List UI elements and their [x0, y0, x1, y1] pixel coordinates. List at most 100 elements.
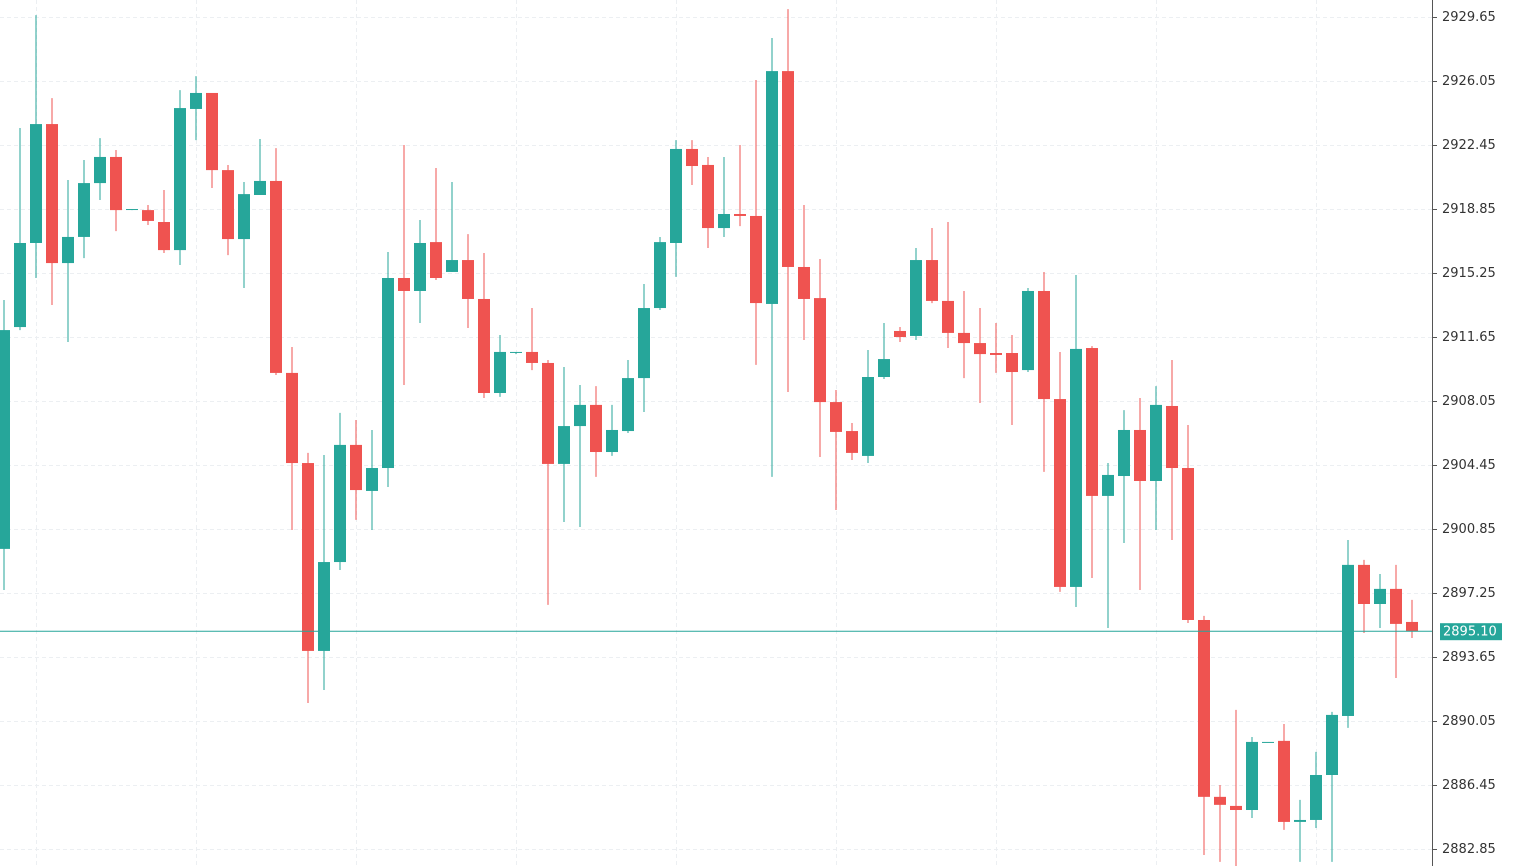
- y-tick-label: 2915.25: [1442, 266, 1496, 281]
- candle-body: [974, 343, 986, 355]
- candle-body: [238, 194, 250, 240]
- candle-body: [830, 402, 842, 432]
- candle-body: [894, 330, 906, 338]
- candle-body: [1006, 353, 1018, 373]
- y-tick-label: 2926.05: [1442, 74, 1496, 89]
- candle-body: [222, 170, 234, 240]
- candle-body: [430, 242, 442, 279]
- candle-body: [1342, 564, 1354, 716]
- y-tick-label: 2922.45: [1442, 138, 1496, 153]
- candle-body: [254, 180, 266, 195]
- candle-body: [334, 444, 346, 563]
- y-tick-label: 2882.85: [1442, 842, 1496, 857]
- candle-body: [206, 92, 218, 171]
- candle-body: [542, 362, 554, 464]
- y-tick-label: 2929.65: [1442, 10, 1496, 25]
- y-tick-label: 2911.65: [1442, 330, 1496, 345]
- y-tick-label: 2918.85: [1442, 202, 1496, 217]
- candle-body: [990, 353, 1002, 355]
- candle-body: [1406, 621, 1418, 632]
- candle-body: [526, 351, 538, 363]
- candle-body: [14, 242, 26, 328]
- candle-body: [926, 260, 938, 301]
- y-tick-label: 2904.45: [1442, 458, 1496, 473]
- candle-body: [1390, 588, 1402, 624]
- candle-body: [174, 108, 186, 251]
- candle-body: [30, 124, 42, 243]
- candle-body: [622, 378, 634, 432]
- candle-body: [462, 260, 474, 299]
- candle-body: [846, 431, 858, 453]
- candle-body: [1182, 468, 1194, 620]
- candle-body: [1102, 474, 1114, 496]
- candle-body: [1326, 714, 1338, 775]
- candle-body: [190, 92, 202, 109]
- candle-body: [366, 468, 378, 491]
- candle-body: [478, 298, 490, 394]
- candle-body: [686, 148, 698, 167]
- candle-body: [270, 180, 282, 373]
- candle-body: [750, 215, 762, 304]
- candle-body: [110, 156, 122, 211]
- candle-body: [1054, 399, 1066, 587]
- candle-body: [606, 429, 618, 453]
- last-price-label: 2895.10: [1443, 625, 1497, 640]
- candle-body: [1310, 774, 1322, 820]
- y-tick-label: 2897.25: [1442, 586, 1496, 601]
- candle-body: [942, 300, 954, 333]
- candle-body: [1134, 429, 1146, 481]
- candle-body: [1150, 404, 1162, 481]
- candle-body: [718, 214, 730, 229]
- y-tick-label: 2900.85: [1442, 522, 1496, 537]
- candle-body: [638, 308, 650, 379]
- candle-body: [1214, 796, 1226, 805]
- candle-body: [814, 298, 826, 403]
- candle-body: [1118, 429, 1130, 477]
- candle-body: [702, 164, 714, 229]
- candle-body: [446, 260, 458, 272]
- candle-body: [766, 71, 778, 304]
- candle-body: [1198, 619, 1210, 797]
- candle-body: [574, 404, 586, 427]
- candle-body: [878, 359, 890, 378]
- candle-body: [318, 562, 330, 651]
- candle-body: [1246, 741, 1258, 811]
- y-tick-label: 2908.05: [1442, 394, 1496, 409]
- candle-body: [1166, 405, 1178, 469]
- y-tick-label: 2890.05: [1442, 714, 1496, 729]
- y-tick-label: 2893.65: [1442, 650, 1496, 665]
- candle-body: [1022, 290, 1034, 371]
- candle-body: [558, 426, 570, 464]
- candle-body: [414, 242, 426, 291]
- candle-body: [78, 183, 90, 237]
- candle-body: [1294, 819, 1306, 822]
- candle-body: [62, 236, 74, 264]
- candle-body: [958, 332, 970, 344]
- candle-body: [590, 404, 602, 453]
- candle-body: [1230, 805, 1242, 811]
- candle-body: [286, 372, 298, 464]
- candle-body: [46, 124, 58, 264]
- candle-body: [94, 156, 106, 184]
- candle-body: [382, 278, 394, 469]
- candle-body: [910, 260, 922, 336]
- candle-body: [1358, 564, 1370, 604]
- candle-body: [142, 210, 154, 221]
- candle-body: [350, 444, 362, 491]
- candle-body: [654, 242, 666, 309]
- candle-body: [1374, 588, 1386, 604]
- candle-body: [782, 71, 794, 267]
- candle-body: [1070, 348, 1082, 587]
- candle-body: [398, 278, 410, 291]
- candle-body: [302, 463, 314, 651]
- last-price-box: [1440, 623, 1502, 641]
- candle-body: [1278, 740, 1290, 822]
- candle-body: [510, 351, 522, 353]
- candle-body: [1038, 290, 1050, 400]
- candle-body: [798, 266, 810, 299]
- candle-body: [1262, 741, 1274, 743]
- candle-body: [1086, 348, 1098, 496]
- candle-body: [0, 330, 10, 549]
- candle-body: [734, 214, 746, 216]
